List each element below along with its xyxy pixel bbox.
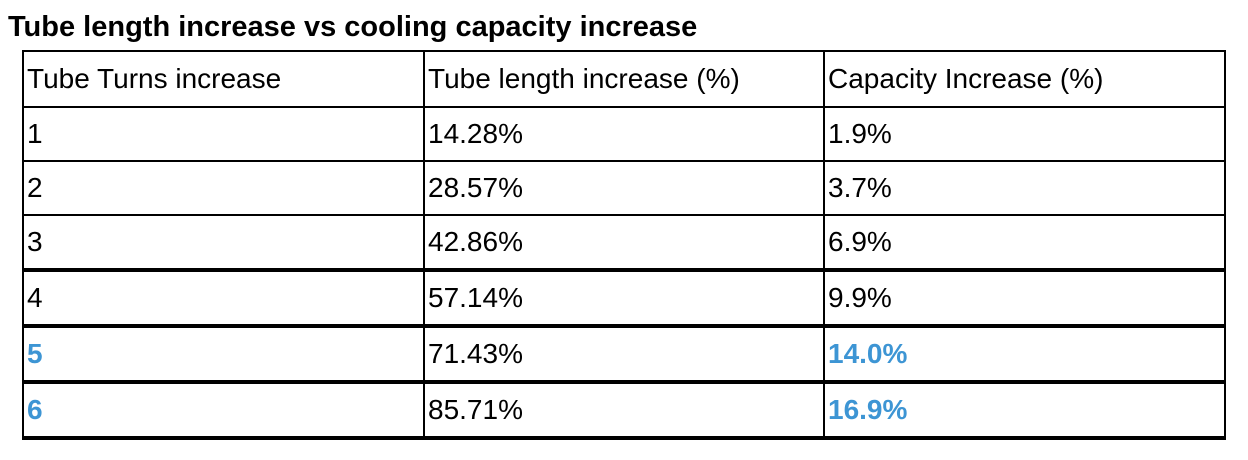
header-cell-capacity: Capacity Increase (%)	[823, 50, 1226, 108]
table-row: 4 57.14% 9.9%	[22, 268, 1226, 327]
cell-tube-length: 71.43%	[423, 324, 825, 383]
header-cell-tube-turns: Tube Turns increase	[22, 50, 425, 108]
cell-tube-turns-highlighted: 5	[22, 324, 425, 383]
cell-tube-length: 14.28%	[423, 106, 825, 162]
cell-tube-length: 57.14%	[423, 268, 825, 327]
cell-tube-length: 28.57%	[423, 160, 825, 216]
cell-capacity-highlighted: 14.0%	[823, 324, 1226, 383]
cell-tube-turns: 3	[22, 214, 425, 271]
table-row-highlighted: 5 71.43% 14.0%	[22, 324, 1226, 383]
cell-capacity: 9.9%	[823, 268, 1226, 327]
header-cell-tube-length: Tube length increase (%)	[423, 50, 825, 108]
table-row: 1 14.28% 1.9%	[22, 106, 1226, 162]
table-row: 3 42.86% 6.9%	[22, 214, 1226, 271]
cell-tube-turns: 1	[22, 106, 425, 162]
cell-capacity: 3.7%	[823, 160, 1226, 216]
cell-capacity-highlighted: 16.9%	[823, 380, 1226, 440]
cell-tube-turns: 2	[22, 160, 425, 216]
table-row-highlighted: 6 85.71% 16.9%	[22, 380, 1226, 440]
cell-capacity: 1.9%	[823, 106, 1226, 162]
table-header-row: Tube Turns increase Tube length increase…	[22, 50, 1226, 108]
cell-tube-turns-highlighted: 6	[22, 380, 425, 440]
cell-tube-turns: 4	[22, 268, 425, 327]
data-table: Tube Turns increase Tube length increase…	[22, 50, 1226, 440]
cell-tube-length: 42.86%	[423, 214, 825, 271]
cell-tube-length: 85.71%	[423, 380, 825, 440]
cell-capacity: 6.9%	[823, 214, 1226, 271]
page-title: Tube length increase vs cooling capacity…	[8, 11, 698, 43]
table-row: 2 28.57% 3.7%	[22, 160, 1226, 216]
